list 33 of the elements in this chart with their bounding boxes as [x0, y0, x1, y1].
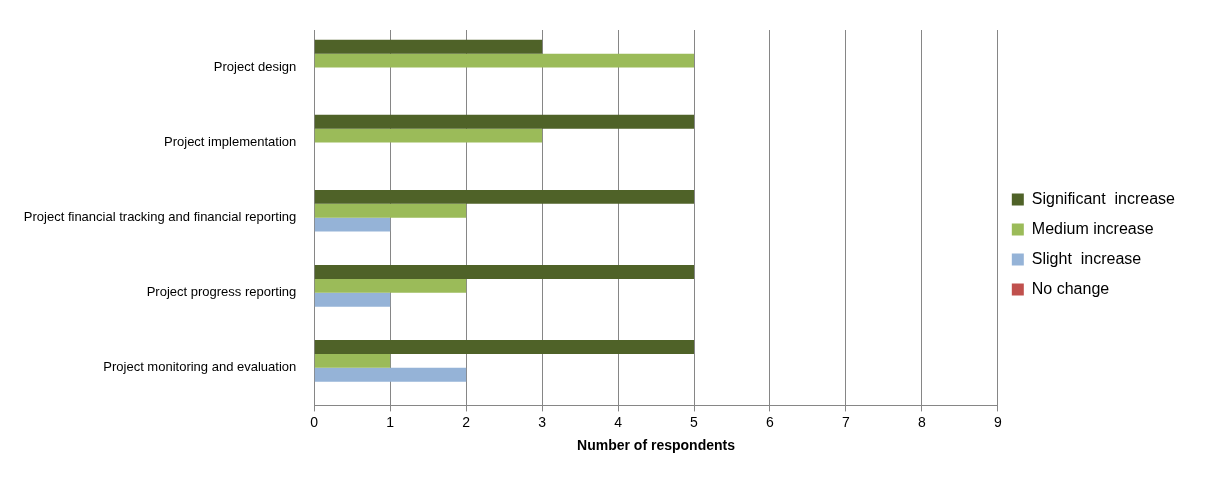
- bar: [314, 292, 391, 307]
- bar: [314, 53, 695, 68]
- legend-label: Significant increase: [1031, 189, 1176, 207]
- bar: [314, 114, 695, 129]
- legend-label: Slight increase: [1031, 249, 1142, 267]
- x-tick-label: 8: [917, 413, 926, 430]
- bar: [314, 203, 467, 218]
- x-tick-label: 1: [386, 413, 395, 430]
- y-tick-label: Project financial tracking and financial reporting: [23, 209, 297, 225]
- bar: [314, 39, 543, 54]
- x-tick-label: 3: [538, 413, 547, 430]
- y-tick-label: Project progress reporting: [146, 284, 297, 300]
- x-tick-label: 7: [842, 413, 851, 430]
- x-tick-label: 0: [310, 413, 319, 430]
- x-tick-label: 9: [993, 413, 1002, 430]
- y-tick-label: Project design: [213, 59, 297, 75]
- y-tick-label: Project implementation: [164, 134, 297, 150]
- bar: [314, 128, 543, 143]
- x-tick-label: 6: [766, 413, 775, 430]
- bar: [314, 340, 695, 354]
- bar: [314, 367, 467, 382]
- bar: [314, 217, 391, 232]
- y-tick-label: Project monitoring and evaluation: [103, 359, 297, 375]
- bar: [314, 265, 695, 279]
- bar: [314, 353, 391, 368]
- legend-label: No change: [1031, 279, 1110, 297]
- x-tick-label: 4: [614, 413, 623, 430]
- bar: [314, 189, 695, 204]
- legend-label: Medium increase: [1031, 219, 1154, 237]
- bar: [314, 278, 467, 293]
- x-tick-label: 2: [462, 413, 471, 430]
- x-tick-label: 5: [690, 413, 699, 430]
- x-axis-title: Number of respondents: [577, 437, 736, 454]
